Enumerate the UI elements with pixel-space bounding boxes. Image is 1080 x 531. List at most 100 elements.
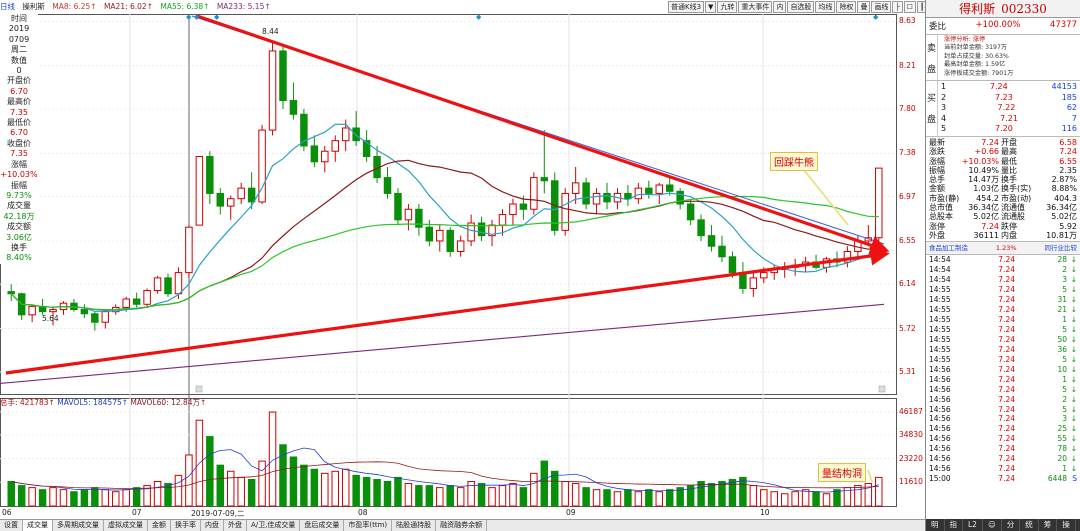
toolbar-btn-8[interactable]: 叠 (857, 1, 871, 13)
bid-level: 3 (941, 103, 947, 113)
quote-tab-7[interactable]: 操 (1057, 519, 1076, 531)
peer-compare-link[interactable]: 同行业比较 (1044, 244, 1078, 253)
tick-price: 7.24 (998, 444, 1015, 454)
tick-volume: 36 (1057, 344, 1067, 354)
volume-bar (875, 476, 883, 507)
indicator-tab-11[interactable]: 陆股通持股 (392, 520, 437, 531)
candle-down (519, 203, 528, 210)
quote-tab-1[interactable]: 指 (945, 519, 963, 531)
toolbar-btn-3[interactable]: 重大事件 (738, 1, 773, 13)
toolbar-btn-10[interactable]: ├ (892, 1, 903, 13)
indicator-tab-5[interactable]: 换手率 (171, 520, 201, 531)
toolbar-btn-4[interactable]: 内 (773, 1, 787, 13)
price-tick-8: 5.31 (899, 366, 916, 376)
stat-label-a: 总市值 (929, 203, 953, 213)
event-marker-icon: ◆ (476, 13, 482, 21)
bid-volume: 116 (1061, 124, 1077, 134)
indicator-tab-4[interactable]: 金额 (148, 520, 171, 531)
tick-time: 14:56 (929, 404, 951, 414)
toolbar-btn-11[interactable]: ☐ (903, 1, 916, 13)
limit-info-box: 涨停分析: 涨停 当前封单金额: 3197万 封单占成交量: 30.63% 最高封单金… (938, 35, 1080, 80)
x-label-5: 10 (760, 508, 770, 517)
candle-up (153, 277, 162, 292)
indicator-tab-7[interactable]: 外盘 (224, 520, 247, 531)
ma233-line (0, 303, 885, 384)
volume-bar (206, 436, 214, 507)
volume-bar (833, 489, 841, 507)
candle-up (341, 127, 350, 142)
quote-tab-2[interactable]: L2 (963, 519, 983, 531)
sell-label: 卖盘 (926, 35, 938, 80)
tick-direction-icon: ↓ (1070, 295, 1077, 305)
toolbar-btn-0[interactable]: 普通K线3 (668, 1, 705, 13)
indicator-tab-9[interactable]: 盘后成交量 (300, 520, 345, 531)
tick-time: 14:54 (929, 275, 951, 285)
bid-volume: 185 (1061, 92, 1077, 102)
candle-up (561, 192, 569, 231)
volume-total: 总手: 421783↑ (0, 398, 55, 407)
quote-tab-0[interactable]: 明 (926, 519, 945, 531)
stat-value-a: 36111 (973, 230, 999, 240)
tick-volume: 5 (1062, 285, 1067, 295)
toolbar-btn-5[interactable]: 自选股 (787, 1, 815, 13)
tick-price: 7.24 (998, 295, 1015, 305)
candle-down (665, 184, 674, 192)
tick-time: 14:55 (929, 295, 951, 305)
stat-value-a: 454.2 (976, 193, 999, 203)
candle-down (540, 177, 549, 182)
bid-price: 7.20 (995, 124, 1013, 134)
indicator-tab-12[interactable]: 融资融券余额 (436, 520, 488, 531)
price-tick-2: 7.80 (899, 104, 916, 113)
toolbar-btn-1[interactable]: ▼ (705, 1, 717, 13)
info-label-7: 振幅 (11, 180, 27, 190)
volume-bar (634, 491, 643, 507)
quote-tab-6[interactable]: 筹 (1039, 519, 1058, 531)
crosshair-info-panel: 时间 2019 0709 周二 数值 0 开盘价 6.70 最高价 7.35 最低价 6.70 收盘价 7… (0, 14, 38, 264)
tick-time: 14:56 (929, 374, 951, 384)
volume-bar (164, 483, 172, 507)
toolbar-btn-9[interactable]: 画线 (871, 1, 892, 13)
indicator-tab-6[interactable]: 内盘 (201, 520, 224, 531)
bid-row-2: 2 7.23 185 (941, 93, 1077, 104)
candle-down (676, 190, 684, 205)
kline-chart[interactable]: ◆ ◆ ◆ ◆ ◆ (0, 0, 925, 519)
volume-bar (645, 489, 653, 507)
quote-tab-5[interactable]: 统 (1020, 519, 1039, 531)
tick-volume: 3 (1062, 275, 1067, 285)
bid-row-4: 4 7.21 7 (941, 114, 1077, 125)
candle-up (843, 251, 852, 263)
volume-bar (780, 493, 789, 507)
tick-price: 7.24 (998, 434, 1015, 444)
indicator-tab-10[interactable]: 市盈率(ttm) (344, 520, 393, 531)
indicator-tab-8[interactable]: A/卫,佳成交量 (247, 520, 301, 531)
indicator-tab-0[interactable]: 设置 (0, 520, 23, 531)
stat-value-b: 10.81万 (1046, 230, 1077, 240)
tick-time: 14:56 (929, 434, 951, 444)
volume-bar (122, 489, 130, 507)
tick-volume: 1 (1062, 374, 1067, 384)
quote-tab-3[interactable]: ☺ (983, 519, 1002, 531)
mavol60-line (11, 461, 879, 489)
bid-volume: 62 (1066, 103, 1077, 113)
vol-tick-2: 23220 (899, 453, 923, 463)
tick-volume: 25 (1057, 424, 1067, 434)
tick-volume: 5 (1062, 404, 1067, 414)
bid-level: 5 (941, 124, 947, 134)
sector-name[interactable]: 食品加工制造 (929, 244, 968, 253)
stat-label-b: 最高 (1001, 147, 1017, 157)
toolbar-btn-2[interactable]: 九转 (717, 1, 738, 13)
toolbar-btn-6[interactable]: 均线 (815, 1, 836, 13)
indicator-tab-2[interactable]: 多周期成交量 (53, 520, 104, 531)
stat-label-a: 外盘 (929, 230, 945, 240)
toolbar-btn-7[interactable]: 除权 (836, 1, 857, 13)
candle-up (268, 50, 277, 131)
sell-label-1: 卖 (926, 43, 936, 54)
indicator-tab-1[interactable]: 成交量 (23, 520, 53, 531)
candle-down (477, 222, 486, 237)
indicator-tab-3[interactable]: 虚拟成交量 (104, 520, 148, 531)
low-price-label: 5.64 (42, 314, 59, 323)
tick-direction-icon: S (1072, 474, 1077, 484)
tick-row: 15:00 7.24 6448 S (929, 474, 1077, 484)
quote-tab-4[interactable]: 分 (1002, 519, 1021, 531)
ma55-line (10, 195, 879, 311)
